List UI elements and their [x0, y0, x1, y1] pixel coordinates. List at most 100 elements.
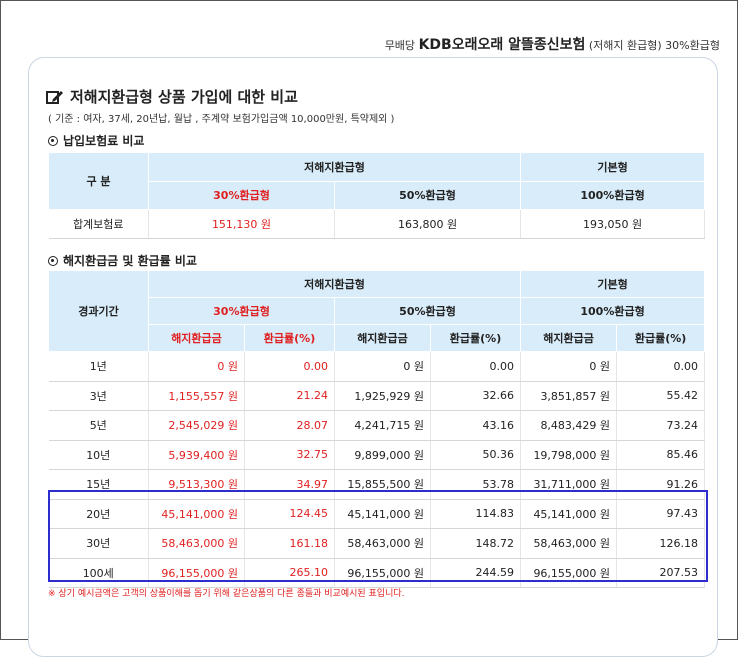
amount-50-cell: 1,925,929 원: [334, 381, 431, 411]
footnote: ※ 상기 예시금액은 고객의 상품이해를 돕기 위해 같은상품의 다른 종들과 …: [48, 589, 405, 599]
rate-30-cell: 28.07: [244, 410, 335, 441]
amount-100-cell: 8,483,429 원: [520, 410, 618, 441]
table-row: 20년 45,141,000 원 124.45 45,141,000 원 114.83 4…: [48, 499, 706, 529]
amount-30-cell: 0 원: [148, 351, 245, 382]
premium-100: 193,050 원: [520, 209, 706, 239]
amount-50-cell: 58,463,000 원: [334, 528, 431, 559]
rate-50-cell: 148.72: [430, 528, 522, 559]
table-row: 1년 0 원 0.00 0 원 0.00 0 원 0.00: [48, 351, 706, 382]
premium-30: 151,130 원: [148, 209, 335, 239]
rate-30-cell: 21.24: [244, 381, 335, 411]
rate-50-cell: 244.59: [430, 558, 522, 588]
period-cell: 15년: [48, 469, 149, 500]
table-row: 5년 2,545,029 원 28.07 4,241,715 원 43.16 8,483,…: [48, 410, 706, 441]
rate-50-cell: 53.78: [430, 469, 522, 500]
th-low: 저해지환급형: [147, 270, 522, 298]
th-period: 경과기간: [48, 270, 149, 352]
table-row: 100세 96,155,000 원 265.10 96,155,000 원 244.59…: [48, 558, 706, 588]
period-cell: 30년: [48, 528, 149, 559]
product-header: 무배당 KDB오래오래 알뜰종신보험 (저해지 환급형) 30%환급형: [385, 34, 720, 54]
amount-30-cell: 9,513,300 원: [148, 469, 245, 500]
th-gubun: 구 분: [48, 152, 149, 210]
period-cell: 10년: [48, 440, 149, 470]
amount-30-cell: 2,545,029 원: [148, 410, 245, 441]
th-100: 100%환급형: [520, 180, 706, 210]
rate-30-cell: 32.75: [244, 440, 335, 470]
rate-50-cell: 114.83: [430, 499, 522, 529]
th-amount-100: 해지환급금: [520, 324, 618, 352]
rate-100-cell: 55.42: [616, 381, 706, 411]
period-cell: 3년: [48, 381, 149, 411]
rate-30-cell: 0.00: [244, 351, 335, 382]
amount-100-cell: 0 원: [520, 351, 618, 382]
rate-50-cell: 43.16: [430, 410, 522, 441]
section1-heading-text: 납입보험료 비교: [63, 134, 145, 148]
th-rate-30: 환급률(%): [244, 324, 335, 352]
section1-heading: 납입보험료 비교: [48, 132, 144, 149]
period-cell: 100세: [48, 558, 149, 588]
amount-100-cell: 58,463,000 원: [520, 528, 618, 559]
amount-30-cell: 58,463,000 원: [148, 528, 245, 559]
amount-50-cell: 96,155,000 원: [334, 558, 431, 588]
amount-30-cell: 45,141,000 원: [148, 499, 245, 529]
title-text: 저해지환급형 상품 가입에 대한 비교: [70, 88, 298, 106]
rate-100-cell: 91.26: [616, 469, 706, 500]
row-label: 합계보험료: [48, 209, 149, 239]
rate-100-cell: 85.46: [616, 440, 706, 470]
rate-100-cell: 0.00: [616, 351, 706, 382]
amount-50-cell: 15,855,500 원: [334, 469, 431, 500]
table-row: 합계보험료 151,130 원 163,800 원 193,050 원: [48, 209, 706, 239]
amount-30-cell: 96,155,000 원: [148, 558, 245, 588]
amount-50-cell: 9,899,000 원: [334, 440, 431, 470]
th-50: 50%환급형: [333, 180, 522, 210]
page-title: 저해지환급형 상품 가입에 대한 비교: [46, 86, 298, 107]
basis-text: ( 기준 : 여자, 37세, 20년납, 월납 , 주계약 보험가입금액 10…: [48, 114, 395, 125]
th-low: 저해지환급형: [147, 152, 522, 182]
edit-icon: [46, 89, 64, 105]
amount-50-cell: 0 원: [334, 351, 431, 382]
section2-heading: 해지환급금 및 환급률 비교: [48, 252, 197, 269]
table-row: 15년 9,513,300 원 34.97 15,855,500 원 53.78 31,7…: [48, 469, 706, 500]
rate-30-cell: 124.45: [244, 499, 335, 529]
period-cell: 20년: [48, 499, 149, 529]
amount-100-cell: 3,851,857 원: [520, 381, 618, 411]
amount-100-cell: 96,155,000 원: [520, 558, 618, 588]
target-icon: [48, 135, 58, 146]
table-row: 3년 1,155,557 원 21.24 1,925,929 원 32.66 3,851,…: [48, 381, 706, 411]
rate-30-cell: 265.10: [244, 558, 335, 588]
amount-30-cell: 1,155,557 원: [148, 381, 245, 411]
period-cell: 5년: [48, 410, 149, 441]
amount-50-cell: 4,241,715 원: [334, 410, 431, 441]
th-amount-30: 해지환급금: [148, 324, 245, 352]
rate-30-cell: 34.97: [244, 469, 335, 500]
th-base: 기본형: [520, 270, 706, 298]
th-amount-50: 해지환급금: [334, 324, 431, 352]
th-30: 30%환급형: [148, 297, 335, 325]
th-30: 30%환급형: [148, 180, 335, 210]
th-base: 기본형: [520, 152, 706, 182]
rate-50-cell: 0.00: [430, 351, 522, 382]
table-row: 10년 5,939,400 원 32.75 9,899,000 원 50.36 19,79…: [48, 440, 706, 470]
th-rate-100: 환급률(%): [616, 324, 706, 352]
rate-100-cell: 207.53: [616, 558, 706, 588]
premium-table: 구 분 저해지환급형 기본형 30%환급형 50%환급형 100%환급형 합계보…: [48, 152, 706, 239]
amount-100-cell: 31,711,000 원: [520, 469, 618, 500]
rate-50-cell: 50.36: [430, 440, 522, 470]
th-50: 50%환급형: [333, 297, 522, 325]
th-100: 100%환급형: [520, 297, 706, 325]
header-prefix: 무배당: [384, 39, 416, 52]
period-cell: 1년: [48, 351, 149, 382]
rate-100-cell: 73.24: [616, 410, 706, 441]
header-product: KDB오래오래 알뜰종신보험: [418, 37, 586, 53]
section2-heading-text: 해지환급금 및 환급률 비교: [63, 254, 197, 268]
rate-50-cell: 32.66: [430, 381, 522, 411]
rate-100-cell: 97.43: [616, 499, 706, 529]
th-rate-50: 환급률(%): [429, 324, 522, 352]
rate-100-cell: 126.18: [616, 528, 706, 559]
target-icon: [48, 255, 58, 266]
amount-50-cell: 45,141,000 원: [334, 499, 431, 529]
amount-100-cell: 45,141,000 원: [520, 499, 618, 529]
premium-50: 163,800 원: [334, 209, 522, 239]
amount-100-cell: 19,798,000 원: [520, 440, 618, 470]
amount-30-cell: 5,939,400 원: [148, 440, 245, 470]
